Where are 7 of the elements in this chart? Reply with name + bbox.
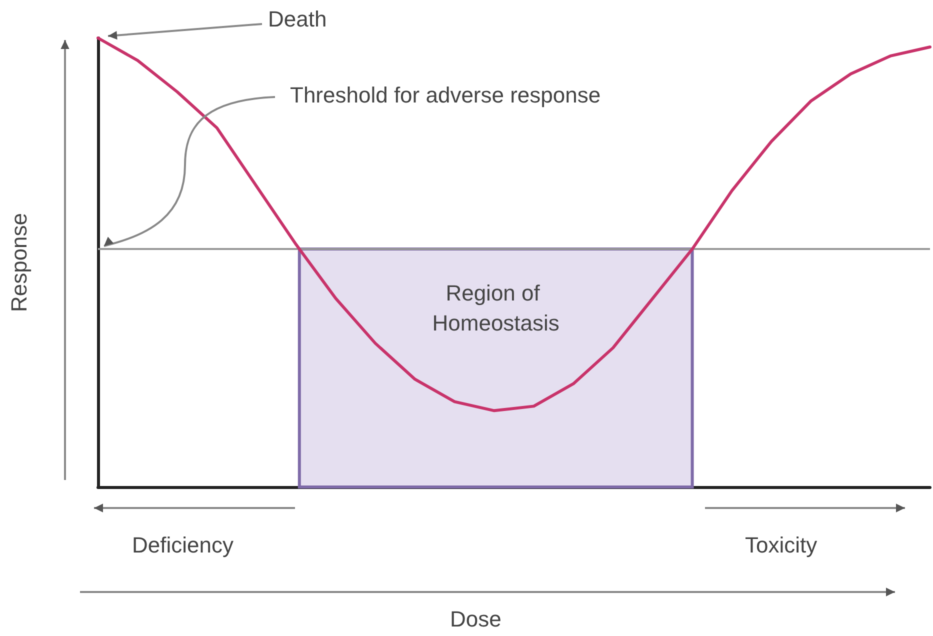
text: Deficiency — [132, 532, 234, 558]
text: Death — [268, 6, 327, 32]
text: Toxicity — [745, 532, 818, 558]
ref-line-label: Threshold for adverse response — [290, 82, 601, 108]
text: Dose — [450, 606, 502, 632]
band-label: Region of Homeostasis — [432, 280, 560, 336]
y-axis-title: Response — [6, 212, 32, 312]
